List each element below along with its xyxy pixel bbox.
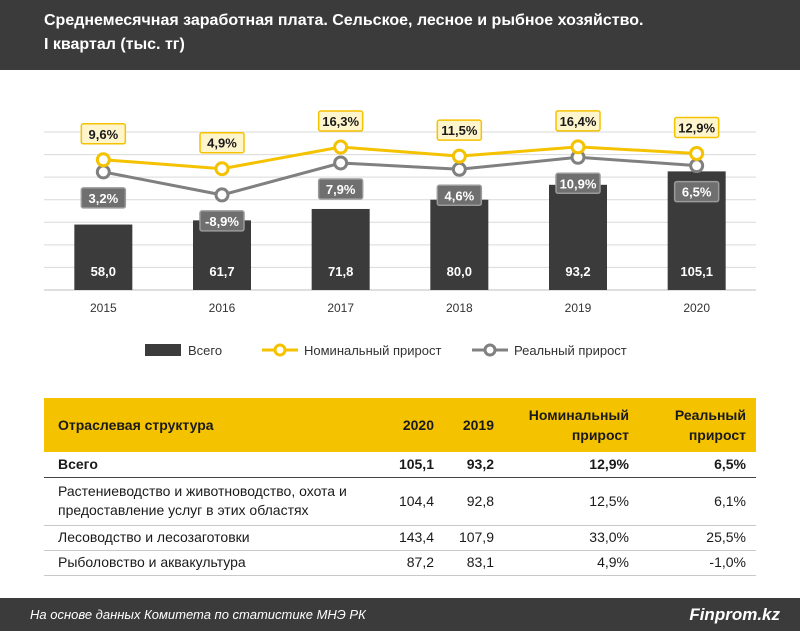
- real-label-box: [555, 172, 601, 195]
- nominal-label: 4,9%: [207, 136, 237, 151]
- real-label-box: [80, 187, 127, 209]
- table-row: Лесоводство и лесозаготовки 143,4 107,9 …: [44, 525, 756, 551]
- real-label-box: [199, 210, 245, 232]
- row-2019: 93,2: [444, 452, 504, 478]
- real-point: [689, 158, 705, 174]
- row-name: Рыболовство и аквакультура: [44, 550, 374, 576]
- chart-title-line-2: I квартал (тыс. тг): [44, 36, 185, 53]
- chart-title-line-1: Среднемесячная заработная плата. Сельско…: [44, 12, 644, 29]
- real-label: -8,9%: [205, 214, 239, 229]
- salary-chart: 58,0 61,7 71,8 80,0 93,2 105,1 2015 2016 2017 201…: [44, 110, 756, 358]
- industry-table-wrap: Отраслевая структура 2020 2019 Номинальн…: [44, 398, 756, 576]
- legend-label-nominal: Номинальный прирост: [304, 343, 441, 358]
- x-tick-label: 2020: [683, 301, 710, 315]
- row-2019: 83,1: [444, 550, 504, 576]
- bar-2017: [311, 208, 370, 290]
- row-real: 6,1%: [639, 477, 756, 526]
- bar-label: 93,2: [565, 264, 590, 279]
- nominal-label-box: [80, 123, 127, 145]
- row-name: Всего: [44, 452, 374, 478]
- row-name: Лесоводство и лесозаготовки: [44, 525, 374, 551]
- row-2019: 107,9: [444, 525, 504, 551]
- header-2020: 2020: [402, 417, 434, 433]
- table-row: Растениеводство и животноводство, охота …: [44, 477, 756, 526]
- real-label: 10,9%: [560, 176, 597, 191]
- real-label-box: [436, 184, 483, 207]
- legend-marker-nominal: [273, 343, 287, 357]
- bar-label: 71,8: [328, 264, 353, 279]
- real-label: 6,5%: [682, 185, 712, 200]
- nominal-label-box: [436, 119, 483, 141]
- nominal-point: [95, 152, 111, 168]
- real-label: 3,2%: [89, 191, 119, 206]
- row-nominal: 33,0%: [504, 525, 639, 551]
- real-point: [214, 187, 230, 203]
- nominal-label-box: [673, 116, 720, 139]
- nominal-label: 11,5%: [441, 123, 478, 138]
- footer: На основе данных Комитета по статистике …: [0, 598, 800, 631]
- nominal-point: [689, 145, 705, 161]
- brand-logo: Finprom.kz: [689, 604, 780, 624]
- row-real: 6,5%: [639, 452, 756, 478]
- real-point: [333, 155, 349, 171]
- nominal-point: [214, 161, 230, 177]
- industry-table: Отраслевая структура 2020 2019 Номинальн…: [44, 398, 756, 576]
- x-tick-label: 2019: [565, 301, 592, 315]
- header-2019: 2019: [462, 417, 494, 433]
- legend-swatch-total: [145, 344, 181, 356]
- row-real: -1,0%: [639, 550, 756, 576]
- row-name: Растениеводство и животноводство, охота …: [44, 477, 374, 526]
- bar-2015: [74, 224, 133, 290]
- bar-label: 61,7: [209, 264, 234, 279]
- table-header-row: Отраслевая структура 2020 2019 Номинальн…: [44, 398, 756, 452]
- nominal-label-box: [199, 131, 245, 154]
- bar-label: 105,1: [680, 264, 713, 279]
- bar-2018: [430, 199, 489, 290]
- real-label-box: [317, 178, 364, 200]
- table-row: Всего 105,1 93,2 12,9% 6,5%: [44, 452, 756, 478]
- row-2020: 143,4: [374, 525, 444, 551]
- bar-2019: [549, 184, 607, 290]
- x-tick-label: 2017: [327, 301, 354, 315]
- legend-label-real: Реальный прирост: [514, 343, 627, 358]
- nominal-label: 12,9%: [678, 120, 715, 135]
- real-point: [95, 164, 111, 180]
- real-line: [103, 155, 697, 197]
- header: Среднемесячная заработная плата. Сельско…: [0, 0, 800, 70]
- bar-label: 58,0: [91, 264, 116, 279]
- row-nominal: 12,5%: [504, 477, 639, 526]
- bar-2016: [193, 220, 251, 290]
- real-label-box: [673, 180, 720, 203]
- nominal-label: 16,3%: [322, 114, 359, 129]
- source-note: На основе данных Комитета по статистике …: [30, 607, 366, 622]
- x-tick-label: 2018: [446, 301, 473, 315]
- row-nominal: 4,9%: [504, 550, 639, 576]
- header-nominal: Номинальный прирост: [528, 407, 629, 443]
- header-industry: Отраслевая структура: [58, 417, 214, 433]
- nominal-label: 9,6%: [89, 127, 119, 142]
- real-point: [451, 161, 467, 177]
- row-2019: 92,8: [444, 477, 504, 526]
- real-label: 7,9%: [326, 182, 356, 197]
- nominal-label-box: [317, 110, 364, 132]
- x-tick-label: 2016: [209, 301, 236, 315]
- nominal-label: 16,4%: [560, 114, 597, 129]
- nominal-point: [570, 139, 586, 155]
- legend-marker-real: [483, 343, 497, 357]
- bar-label: 80,0: [447, 264, 472, 279]
- table-row: Рыболовство и аквакультура 87,2 83,1 4,9…: [44, 550, 756, 576]
- row-2020: 104,4: [374, 477, 444, 526]
- nominal-point: [333, 139, 349, 155]
- x-tick-label: 2015: [90, 301, 117, 315]
- header-real: Реальный прирост: [674, 407, 746, 443]
- row-2020: 105,1: [374, 452, 444, 478]
- row-nominal: 12,9%: [504, 452, 639, 478]
- real-label: 4,6%: [445, 188, 475, 203]
- nominal-line: [103, 145, 697, 171]
- nominal-point: [451, 148, 467, 164]
- row-2020: 87,2: [374, 550, 444, 576]
- row-real: 25,5%: [639, 525, 756, 551]
- nominal-label-box: [555, 110, 601, 132]
- legend-label-total: Всего: [188, 343, 222, 358]
